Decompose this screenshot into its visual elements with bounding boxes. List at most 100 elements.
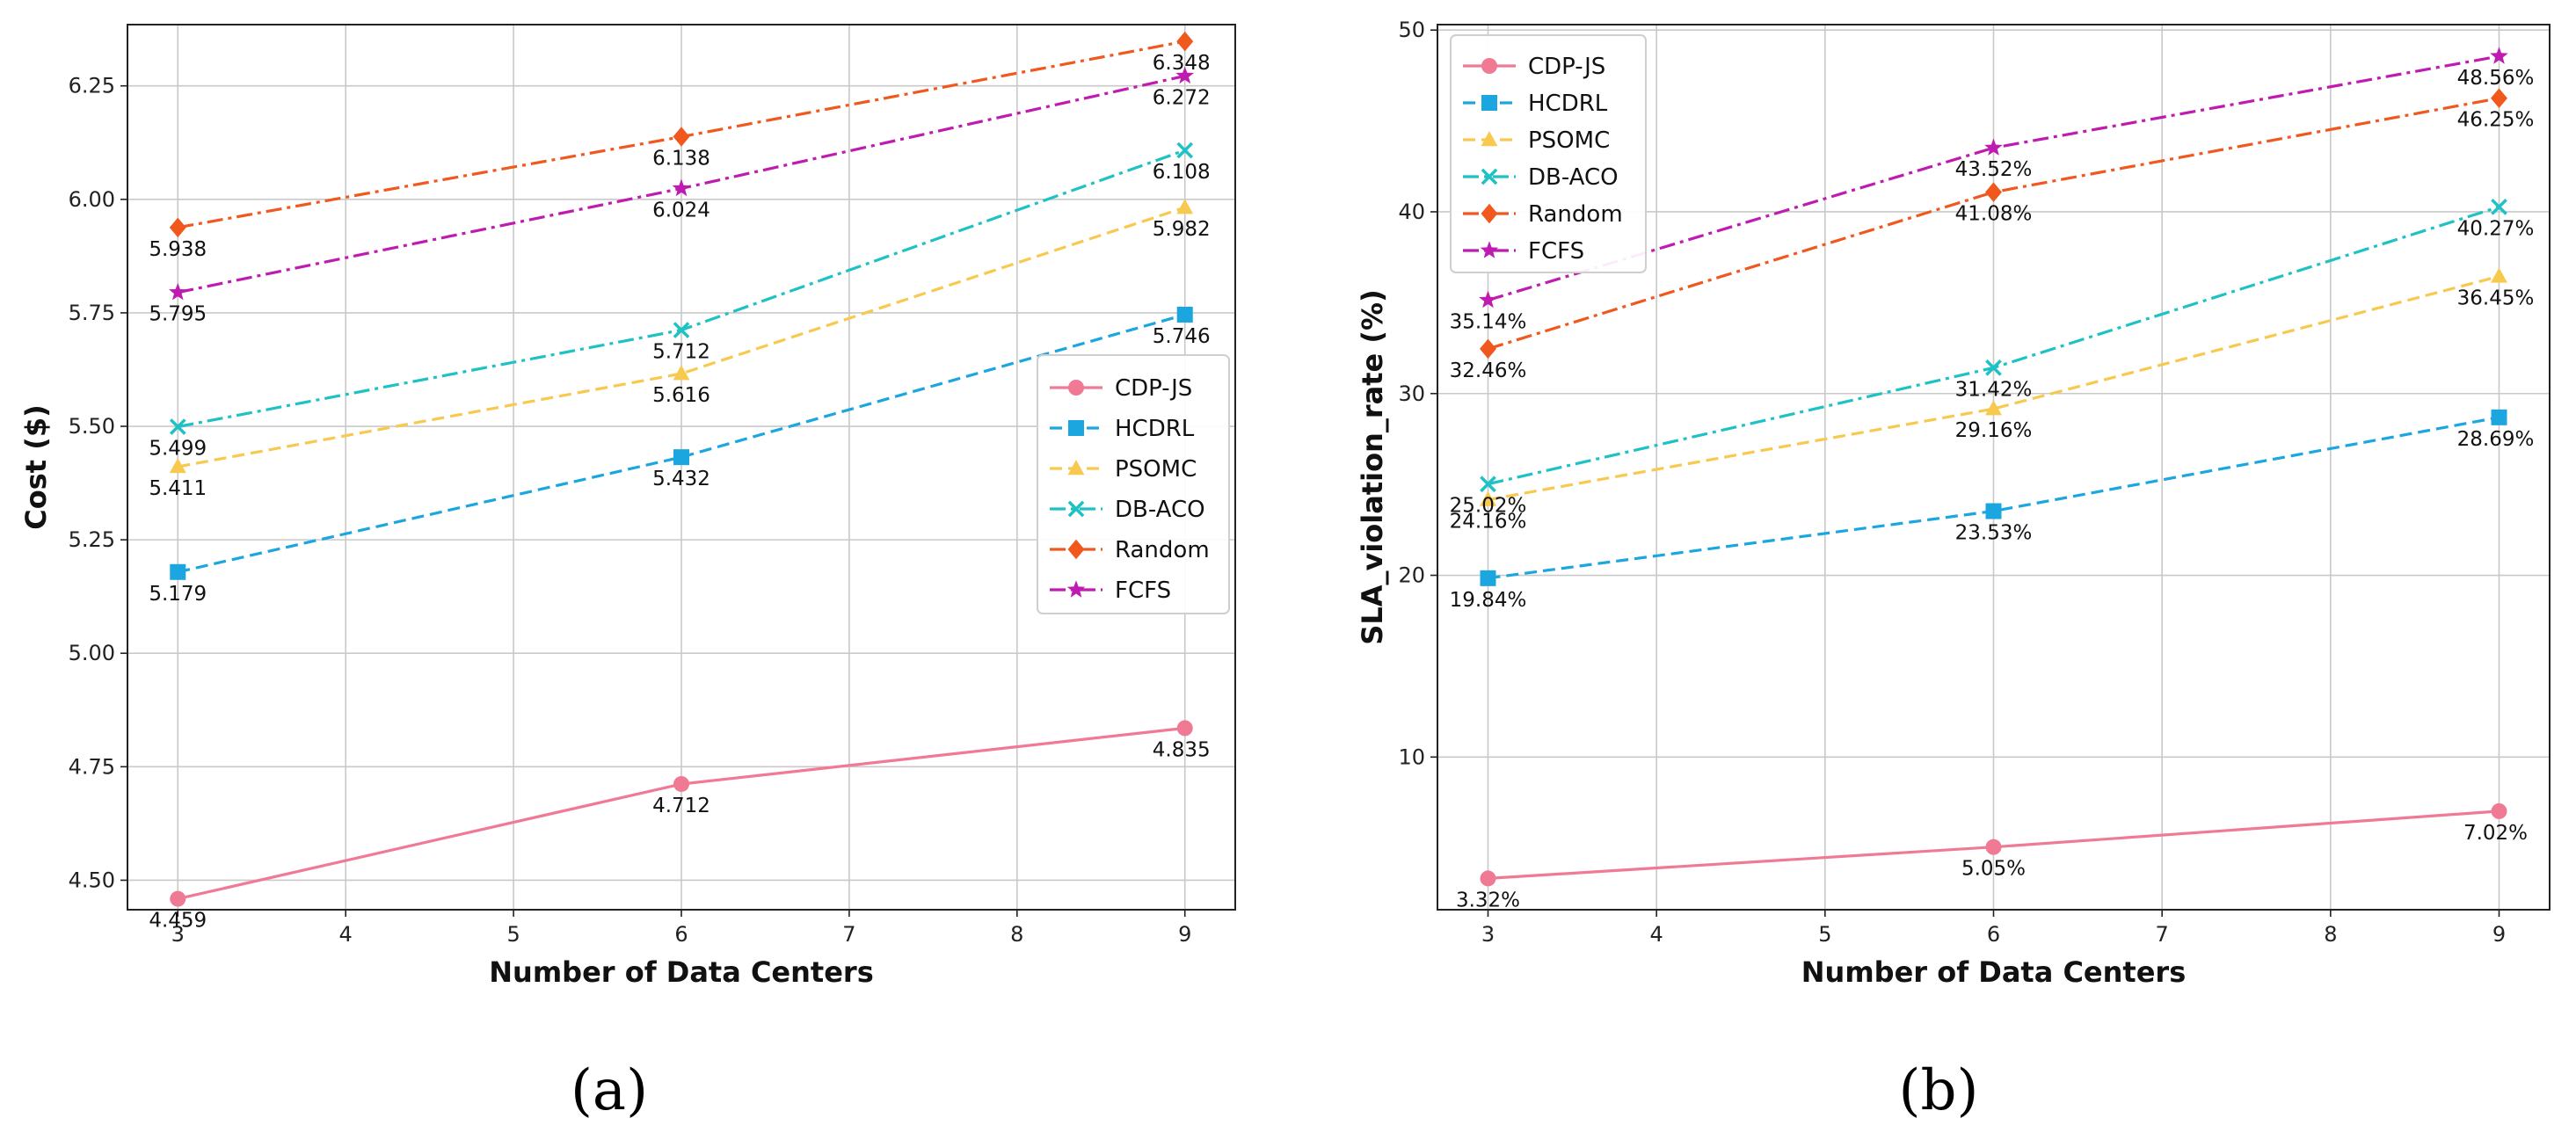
legend-swatch-marker [1066,580,1086,598]
data-point-marker [1985,400,2002,416]
data-label: 5.432 [652,468,710,490]
y-tick-label: 10 [1398,744,1425,769]
data-label: 5.179 [149,583,207,606]
data-point-marker [169,217,186,238]
legend-swatch-marker [1480,241,1499,258]
y-tick-label: 5.50 [69,414,115,439]
legend-item-db-aco: DB-ACO [1463,164,1619,191]
legend-label: Random [1115,537,1210,563]
series-fcfs: 35.14% 43.52% 48.56% [1450,47,2534,333]
y-tick-label: 6.00 [69,187,115,212]
data-point-marker [169,418,186,435]
data-label: 7.02% [2463,822,2528,845]
legend-item-db-aco: DB-ACO [1050,497,1205,523]
x-tick-label: 4 [339,922,353,947]
legend-label: Random [1528,201,1623,228]
data-label: 24.16% [1450,511,1527,534]
x-tick-label: 7 [842,922,855,947]
x-tick-label: 8 [2324,922,2337,947]
data-point-marker [1480,870,1496,887]
data-point-marker [1985,503,2002,519]
data-label: 5.795 [149,303,207,326]
series-hcdrl: 5.179 5.432 5.746 [149,306,1211,606]
series-db-aco: 25.02% 31.42% 40.27% [1450,199,2534,518]
data-point-marker [1985,359,2002,376]
data-label: 6.348 [1153,52,1211,75]
data-point-marker [672,178,691,197]
legend-item-random: Random [1050,537,1210,563]
axis-ticks: 3 4 5 6 7 8 9 4.50 4.75 5.00 5.25 5.50 5.75 6.00 6.25 [69,74,1192,947]
data-point-marker [673,775,689,792]
legend-swatch-marker [1481,95,1497,111]
y-axis-label: SLA_violation_rate (%) [1356,289,1389,644]
data-label: 5.411 [149,477,207,500]
data-point-marker [673,365,690,381]
data-point-marker [1985,839,2002,855]
data-point-marker [1176,306,1193,323]
data-label: 32.46% [1450,359,1527,382]
y-axis-label: Cost ($) [19,404,53,529]
data-point-marker [2491,802,2507,819]
legend-swatch-marker [1067,500,1085,518]
x-tick-label: 9 [2492,922,2506,947]
x-tick-label: 3 [1481,922,1495,947]
data-label: 46.25% [2457,109,2535,132]
legend-swatch-marker [1067,460,1085,476]
legend-item-fcfs: FCFS [1050,577,1171,604]
y-tick-label: 5.25 [69,527,115,552]
data-point-marker [1480,490,1496,506]
data-label: 5.499 [149,438,207,461]
data-point-marker [673,127,690,147]
x-tick-label: 7 [2156,922,2169,947]
series-line [1488,54,2500,302]
data-point-marker [1176,142,1194,159]
data-label: 41.08% [1955,203,2033,226]
data-label: 4.835 [1153,738,1211,761]
data-point-marker [673,449,689,466]
data-label: 4.712 [652,795,710,817]
legend-label: FCFS [1528,238,1584,265]
series-line [177,313,1186,574]
x-tick-label: 6 [1987,922,2000,947]
y-tick-label: 5.75 [69,301,115,325]
legend-swatch-marker [1481,131,1498,147]
legend-label: HCDRL [1115,416,1195,442]
data-label: 5.712 [652,341,710,364]
legend-label: PSOMC [1528,127,1610,154]
data-point-marker [1985,182,2002,202]
data-point-marker [1480,476,1496,493]
legend-item-cdp-js: CDP-JS [1463,54,1605,80]
series-line [1488,274,2500,502]
chart-panel-a: 3 4 5 6 7 8 9 4.50 4.75 5.00 5.25 5.50 5.75 6.00 6.25 4… [19,24,1236,1123]
data-label: 5.616 [652,384,710,407]
legend-item-psomc: PSOMC [1050,456,1197,483]
data-point-marker [1479,290,1497,309]
chart-panel-b: 3 4 5 6 7 8 9 10 20 30 40 50 3.32% 5.05% 7.02% 19.84% 23… [1356,18,2551,1123]
data-label: 31.42% [1955,378,2033,401]
data-label: 19.84% [1450,589,1527,612]
panel-caption: (b) [1899,1058,1979,1123]
axis-ticks: 3 4 5 6 7 8 9 10 20 30 40 50 [1398,18,2506,947]
y-tick-label: 30 [1398,381,1425,406]
legend-item-psomc: PSOMC [1463,127,1610,154]
y-tick-label: 20 [1398,563,1425,588]
x-tick-label: 6 [674,922,688,947]
y-tick-label: 6.25 [69,74,115,98]
y-tick-label: 50 [1398,18,1425,42]
legend-swatch-marker [1481,58,1497,74]
data-label: 6.108 [1153,161,1211,184]
data-label: 5.938 [149,238,207,261]
data-label: 5.982 [1153,218,1211,241]
data-point-marker [2491,88,2507,108]
axes-frame [1437,24,2551,911]
legend-swatch-marker [1067,539,1085,560]
x-axis-label: Number of Data Centers [489,955,873,989]
data-point-marker [1175,66,1194,84]
data-point-marker [170,563,186,580]
series-psomc: 24.16% 29.16% 36.45% [1450,267,2534,534]
series-hcdrl: 19.84% 23.53% 28.69% [1450,409,2534,612]
data-point-marker [1176,720,1193,737]
data-point-marker [2491,267,2507,283]
series-cdp-js: 3.32% 5.05% 7.02% [1456,802,2528,911]
legend-item-hcdrl: HCDRL [1050,416,1195,442]
